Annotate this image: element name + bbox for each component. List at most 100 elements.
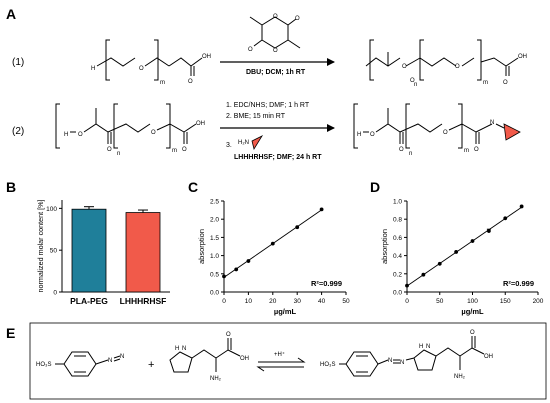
- svg-text:N: N: [400, 360, 404, 366]
- y-tick-label: 0.8: [393, 217, 402, 224]
- y-tick-label: 0: [53, 290, 57, 297]
- svg-text:H: H: [357, 132, 361, 138]
- svg-text:n: n: [414, 82, 417, 88]
- data-point: [421, 272, 426, 277]
- svg-text:O: O: [474, 147, 479, 153]
- y-tick-label: 0.2: [393, 271, 402, 278]
- equilibrium-arrow: [256, 357, 306, 372]
- svg-text:m: m: [483, 80, 488, 86]
- svg-text:HO₃S: HO₃S: [36, 362, 51, 368]
- svg-text:O: O: [139, 66, 144, 72]
- step2-cond-1: 1. EDC/NHS; DMF; 1 h RT: [226, 102, 310, 109]
- svg-text:H: H: [175, 346, 179, 352]
- svg-text:O: O: [410, 78, 415, 84]
- y-tick-label: 0.4: [393, 253, 402, 260]
- svg-text:OH: OH: [202, 54, 211, 60]
- bar: [71, 208, 107, 293]
- svg-text:O: O: [455, 64, 460, 70]
- peptide-triangle-product-icon: [503, 123, 521, 141]
- svg-text:m: m: [172, 148, 177, 154]
- plus-sign: +: [148, 359, 154, 371]
- step1-label: (1): [12, 57, 24, 68]
- azo-product-structure: HO₃S N N H N NH₂ O OH: [320, 330, 493, 380]
- x-tick-label: 150: [500, 298, 511, 305]
- svg-text:N: N: [182, 346, 186, 352]
- y-tick-label: 50: [50, 248, 58, 255]
- y-tick-label: 1.5: [210, 235, 219, 242]
- svg-text:NH₂: NH₂: [210, 376, 222, 382]
- y-tick-label: 100: [46, 206, 57, 213]
- x-tick-label: 20: [269, 298, 277, 305]
- svg-text:O: O: [78, 132, 83, 138]
- x-tick-label: LHHHRHSF: [120, 296, 167, 306]
- y-tick-label: 1.0: [393, 199, 402, 206]
- svg-text:O: O: [402, 64, 407, 70]
- step2-cond-3: 3.: [226, 142, 232, 149]
- data-point: [519, 204, 524, 209]
- y-axis-label: absorption: [380, 229, 389, 264]
- panel-label-c: C: [188, 179, 198, 195]
- y-tick-label: 0.0: [393, 290, 402, 297]
- y-tick-label: 0.6: [393, 235, 402, 242]
- x-tick-label: 30: [294, 298, 302, 305]
- x-tick-label: 50: [342, 298, 350, 305]
- y-tick-label: 0.5: [210, 271, 219, 278]
- data-point: [319, 207, 324, 212]
- panel-label-d: D: [370, 179, 380, 195]
- svg-text:O: O: [248, 47, 253, 53]
- svg-text:O: O: [295, 16, 300, 22]
- svg-text:OH: OH: [240, 356, 249, 362]
- svg-text:O: O: [399, 147, 404, 153]
- hplus-label: +H⁺: [274, 351, 285, 358]
- y-tick-label: 2.5: [210, 199, 219, 206]
- svg-text:n: n: [409, 151, 412, 157]
- svg-text:H: H: [64, 132, 68, 138]
- bar-chart: 0 50 100 PLA-PEG LHHHRHSF normalized molar co…: [36, 199, 170, 306]
- pla-peg-product-1: O O n O m O OH: [365, 39, 527, 88]
- peptide-triangle-icon: [251, 135, 264, 151]
- y-tick-label: 0.0: [210, 290, 219, 297]
- r-squared-annotation: R²=0.999: [311, 279, 342, 288]
- x-tick-label: 0: [222, 298, 226, 305]
- panel-label-a: A: [6, 6, 16, 22]
- data-point: [234, 267, 239, 272]
- x-tick-label: 200: [533, 298, 544, 305]
- svg-text:m: m: [464, 148, 469, 154]
- panel-label-e: E: [6, 325, 15, 341]
- step2-cond-2: 2. BME; 15 min RT: [226, 113, 286, 120]
- histidine-structure: H N NH₂ O OH: [169, 332, 249, 382]
- y-axis-label: absorption: [197, 229, 206, 264]
- r-squared-annotation: R²=0.999: [503, 279, 534, 288]
- svg-text:N: N: [120, 354, 124, 360]
- svg-text:O: O: [273, 14, 278, 20]
- x-axis-label: µg/mL: [274, 307, 297, 316]
- svg-text:O: O: [182, 147, 187, 153]
- svg-text:n: n: [117, 151, 120, 157]
- x-tick-label: 50: [436, 298, 444, 305]
- data-point: [437, 261, 442, 266]
- scatter-chart-d: 0.0 0.2 0.4 0.6 0.8 1.0 0 50 100 150 200 R²=0.999 µg…: [380, 199, 544, 317]
- diazonium-structure: HO₃S N N: [36, 351, 124, 377]
- x-tick-label: PLA-PEG: [70, 296, 108, 306]
- svg-text:N: N: [426, 344, 430, 350]
- svg-text:m: m: [160, 80, 165, 86]
- svg-text:O: O: [370, 132, 375, 138]
- svg-text:O: O: [107, 147, 112, 153]
- svg-text:O: O: [273, 48, 278, 54]
- data-point: [486, 229, 491, 233]
- data-point: [454, 250, 459, 254]
- svg-text:N: N: [388, 358, 392, 364]
- y-tick-label: 1.0: [210, 253, 219, 260]
- y-tick-label: 2.0: [210, 217, 219, 224]
- step1-conditions: DBU; DCM; 1h RT: [246, 69, 306, 76]
- svg-text:O: O: [188, 79, 193, 85]
- panel-label-b: B: [6, 179, 16, 195]
- lactide-structure: O O O O: [248, 14, 301, 54]
- data-point: [405, 283, 409, 288]
- data-point: [222, 274, 226, 279]
- data-point: [246, 259, 251, 263]
- peg-acid-structure: H O m O OH: [91, 39, 211, 86]
- svg-text:HO₃S: HO₃S: [320, 362, 335, 368]
- x-axis-label: µg/mL: [461, 307, 484, 316]
- step2-cond-peptide: LHHHRHSF; DMF; 24 h RT: [234, 154, 322, 161]
